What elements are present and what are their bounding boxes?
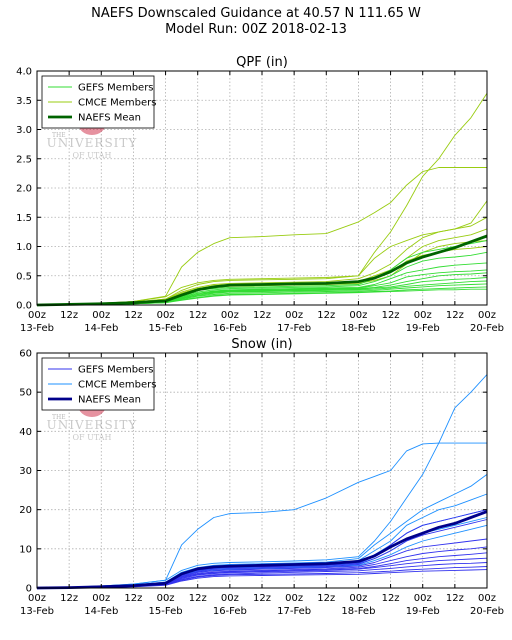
qpf-xtick-label: 12z (253, 310, 271, 321)
qpf-ytick-label: 4.0 (16, 67, 32, 78)
snow-ytick-label: 30 (19, 466, 32, 477)
qpf-xtick-label: 12z (124, 310, 142, 321)
qpf-xtick-label: 00z (478, 310, 496, 321)
figure-title: NAEFS Downscaled Guidance at 40.57 N 111… (0, 6, 512, 38)
qpf-legend-label: GEFS Members (78, 83, 154, 94)
qpf-xdate-label: 13-Feb (20, 323, 54, 334)
qpf-ytick-label: 2.0 (16, 184, 32, 195)
snow-xtick-label: 00z (221, 593, 239, 604)
snow-xtick-label: 00z (478, 593, 496, 604)
snow-member-line (36, 569, 488, 589)
qpf-xtick-label: 00z (157, 310, 175, 321)
qpf-legend: GEFS Members CMCE Members NAEFS Mean (41, 75, 156, 129)
snow-xdate-label: 14-Feb (84, 606, 118, 617)
qpf-xdate-label: 15-Feb (149, 323, 183, 334)
figure-title-line1: NAEFS Downscaled Guidance at 40.57 N 111… (91, 6, 421, 21)
snow-xdate-label: 20-Feb (470, 606, 504, 617)
qpf-xdate-label: 20-Feb (470, 323, 504, 334)
qpf-ytick-label: 0.5 (16, 271, 32, 282)
snow-xtick-label: 00z (92, 593, 110, 604)
qpf-xtick-label: 00z (285, 310, 303, 321)
qpf-xdate-label: 14-Feb (84, 323, 118, 334)
snow-xtick-label: 00z (28, 593, 46, 604)
qpf-ytick-label: 3.5 (16, 96, 32, 107)
qpf-legend-label: NAEFS Mean (78, 113, 141, 124)
qpf-ytick-label: 2.5 (16, 154, 32, 165)
snow-xtick-label: 12z (317, 593, 335, 604)
qpf-ytick-label: 0.0 (16, 301, 32, 312)
snow-xtick-label: 12z (253, 593, 271, 604)
qpf-watermark-utah: OF UTAH (72, 151, 111, 160)
qpf-ytick-label: 3.0 (16, 125, 32, 136)
snow-xdate-label: 15-Feb (149, 606, 183, 617)
snow-mean-line (36, 510, 488, 590)
qpf-panel-title: QPF (in) (236, 55, 288, 70)
snow-xdate-label: 17-Feb (277, 606, 311, 617)
snow-xdate-label: 19-Feb (406, 606, 440, 617)
snow-xtick-label: 12z (189, 593, 207, 604)
snow-xtick-label: 00z (414, 593, 432, 604)
qpf-xtick-label: 00z (414, 310, 432, 321)
snow-ytick-label: 60 (19, 349, 32, 360)
snow-xdate-label: 18-Feb (341, 606, 375, 617)
snow-watermark-utah: OF UTAH (72, 433, 111, 442)
snow-xtick-label: 00z (349, 593, 367, 604)
snow-xtick-label: 12z (124, 593, 142, 604)
qpf-xtick-label: 12z (317, 310, 335, 321)
qpf-xtick-label: 00z (28, 310, 46, 321)
snow-ytick-label: 10 (19, 544, 32, 555)
qpf-member-line (36, 92, 488, 306)
qpf-mean-line (36, 234, 488, 307)
snow-xtick-label: 12z (446, 593, 464, 604)
snow-xtick-label: 00z (285, 593, 303, 604)
snow-xdate-label: 16-Feb (213, 606, 247, 617)
snow-xtick-label: 12z (60, 593, 78, 604)
qpf-legend-label: CMCE Members (78, 98, 156, 109)
snow-legend: GEFS Members CMCE Members NAEFS Mean (41, 357, 156, 411)
qpf-xdate-label: 19-Feb (406, 323, 440, 334)
qpf-xdate-label: 16-Feb (213, 323, 247, 334)
snow-member-line (36, 374, 488, 589)
qpf-xtick-label: 12z (60, 310, 78, 321)
qpf-xtick-label: 12z (446, 310, 464, 321)
snow-watermark-university: UNIVERSITY (47, 418, 138, 432)
qpf-xdate-label: 17-Feb (277, 323, 311, 334)
snow-ytick-label: 0 (26, 584, 32, 595)
snow-legend-label: NAEFS Mean (78, 395, 141, 406)
qpf-xtick-label: 12z (189, 310, 207, 321)
qpf-xdate-label: 18-Feb (341, 323, 375, 334)
snow-ytick-label: 50 (19, 388, 32, 399)
qpf-xtick-label: 12z (382, 310, 400, 321)
snow-ytick-label: 20 (19, 505, 32, 516)
snow-legend-label: CMCE Members (78, 380, 156, 391)
snow-ytick-label: 40 (19, 427, 32, 438)
snow-xtick-label: 00z (157, 593, 175, 604)
qpf-xtick-label: 00z (349, 310, 367, 321)
snow-panel-title: Snow (in) (231, 337, 292, 352)
snow-xtick-label: 12z (382, 593, 400, 604)
figure-title-line2: Model Run: 00Z 2018-02-13 (165, 22, 347, 37)
qpf-ytick-label: 1.0 (16, 242, 32, 253)
snow-xdate-label: 13-Feb (20, 606, 54, 617)
snow-legend-label: GEFS Members (78, 365, 154, 376)
qpf-xtick-label: 00z (221, 310, 239, 321)
snow-watermark-the: THE (52, 414, 66, 421)
qpf-xtick-label: 00z (92, 310, 110, 321)
qpf-watermark-the: THE (52, 132, 66, 139)
qpf-watermark-university: UNIVERSITY (47, 136, 138, 150)
qpf-ytick-label: 1.5 (16, 213, 32, 224)
